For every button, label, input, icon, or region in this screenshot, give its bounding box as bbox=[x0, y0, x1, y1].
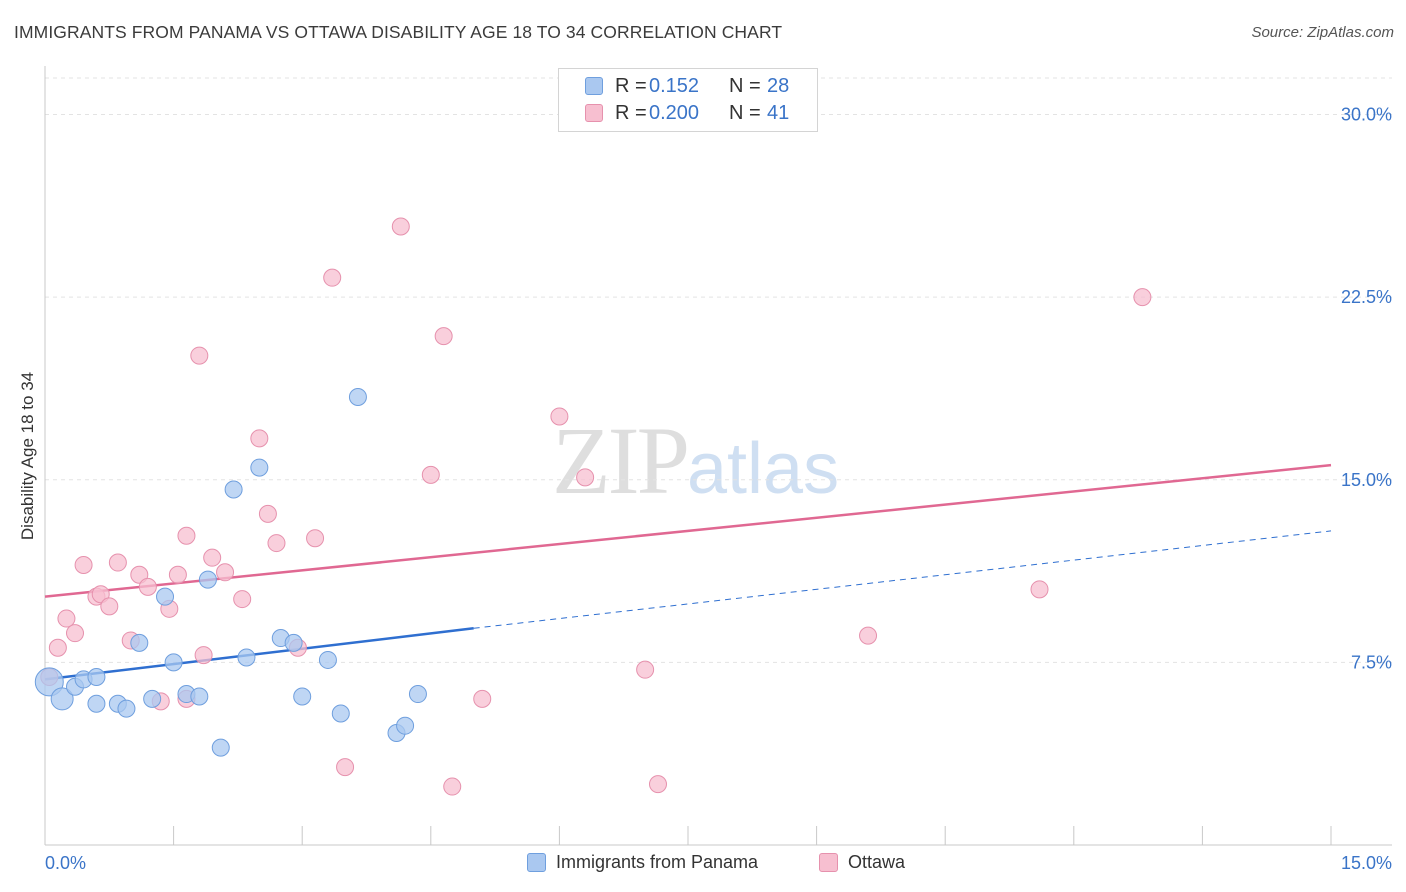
legend-label-ottawa: Ottawa bbox=[848, 852, 906, 872]
data-point-ottawa bbox=[421, 465, 440, 484]
data-point-ottawa bbox=[91, 585, 110, 604]
data-point-panama bbox=[408, 685, 427, 704]
data-point-panama bbox=[224, 480, 243, 499]
n-value: 41 bbox=[767, 101, 790, 124]
data-point-panama bbox=[211, 738, 230, 757]
data-point-panama bbox=[117, 699, 136, 718]
data-point-panama bbox=[50, 687, 74, 711]
data-point-ottawa bbox=[194, 646, 213, 665]
data-point-ottawa bbox=[138, 577, 157, 596]
legend-swatch-ottawa bbox=[585, 104, 603, 122]
chart-title: IMMIGRANTS FROM PANAMA VS OTTAWA DISABIL… bbox=[14, 22, 783, 42]
x-tick-label: 15.0% bbox=[1341, 853, 1392, 873]
source-label: Source: ZipAtlas.com bbox=[1251, 24, 1394, 41]
data-point-panama bbox=[284, 633, 303, 652]
data-point-ottawa bbox=[258, 504, 277, 523]
data-point-ottawa bbox=[1133, 288, 1152, 307]
x-tick-label: 0.0% bbox=[45, 853, 86, 873]
data-point-panama bbox=[143, 689, 162, 708]
y-axis-label: Disability Age 18 to 34 bbox=[18, 371, 37, 541]
data-point-panama bbox=[396, 716, 415, 735]
data-point-ottawa bbox=[434, 327, 453, 346]
data-point-panama bbox=[164, 653, 183, 672]
data-point-ottawa bbox=[323, 268, 342, 287]
data-point-ottawa bbox=[336, 758, 355, 777]
data-point-ottawa bbox=[859, 626, 878, 645]
y-tick-label: 22.5% bbox=[1341, 287, 1392, 307]
r-value: 0.152 bbox=[649, 74, 700, 97]
data-point-ottawa bbox=[190, 346, 209, 365]
data-point-ottawa bbox=[216, 563, 235, 582]
data-point-ottawa bbox=[168, 565, 187, 584]
data-point-panama bbox=[237, 648, 256, 667]
data-point-ottawa bbox=[648, 775, 667, 794]
r-label: R = bbox=[615, 101, 647, 124]
y-tick-label: 30.0% bbox=[1341, 105, 1392, 125]
n-label: N = bbox=[729, 101, 761, 124]
point-layer bbox=[34, 217, 1152, 796]
tick-label-layer: 7.5% 15.0% 22.5% 30.0% 0.0% 15.0% bbox=[45, 105, 1392, 873]
data-point-panama bbox=[293, 687, 312, 706]
data-point-panama bbox=[156, 587, 175, 606]
data-point-ottawa bbox=[250, 429, 269, 448]
legend-item-panama[interactable]: Immigrants from Panama bbox=[527, 852, 758, 873]
data-point-ottawa bbox=[74, 555, 93, 574]
n-value: 28 bbox=[767, 74, 790, 97]
trendline-panama-extension bbox=[473, 530, 1332, 629]
n-label: N = bbox=[729, 74, 761, 97]
data-point-ottawa bbox=[576, 468, 595, 487]
trendline-ottawa bbox=[44, 463, 1332, 598]
data-point-ottawa bbox=[636, 660, 655, 679]
data-point-ottawa bbox=[473, 689, 492, 708]
data-point-ottawa bbox=[267, 534, 286, 553]
data-point-ottawa bbox=[550, 407, 569, 426]
data-point-ottawa bbox=[203, 548, 222, 567]
y-tick-label: 15.0% bbox=[1341, 470, 1392, 490]
correlation-legend: R = 0.152 N = 28 R = 0.200 N = 41 bbox=[558, 68, 818, 132]
data-point-ottawa bbox=[443, 777, 462, 796]
legend-swatch-ottawa bbox=[819, 853, 838, 872]
data-point-panama bbox=[331, 704, 350, 723]
data-point-ottawa bbox=[66, 624, 85, 643]
y-tick-label: 7.5% bbox=[1351, 652, 1392, 672]
legend-label-panama: Immigrants from Panama bbox=[556, 852, 759, 872]
data-point-panama bbox=[348, 387, 367, 406]
data-point-panama bbox=[87, 694, 106, 713]
legend-row-ottawa: R = 0.200 N = 41 bbox=[585, 101, 789, 125]
data-point-ottawa bbox=[130, 565, 149, 584]
data-point-ottawa bbox=[1030, 580, 1049, 599]
trend-layer bbox=[44, 463, 1332, 681]
legend-swatch-panama bbox=[527, 853, 546, 872]
legend-row-panama: R = 0.152 N = 28 bbox=[585, 74, 789, 98]
data-point-ottawa bbox=[100, 597, 119, 616]
data-point-panama bbox=[130, 633, 149, 652]
data-point-ottawa bbox=[57, 609, 76, 628]
data-point-ottawa bbox=[108, 553, 127, 572]
data-point-panama bbox=[250, 458, 269, 477]
legend-swatch-panama bbox=[585, 77, 603, 95]
series-legend: Immigrants from Panama Ottawa bbox=[0, 852, 1406, 878]
r-value: 0.200 bbox=[649, 101, 700, 124]
data-point-panama bbox=[34, 667, 64, 697]
trendline-panama bbox=[44, 627, 474, 681]
data-point-ottawa bbox=[233, 590, 252, 609]
r-label: R = bbox=[615, 74, 647, 97]
data-point-panama bbox=[87, 667, 106, 686]
data-point-ottawa bbox=[306, 529, 325, 548]
data-point-panama bbox=[198, 570, 217, 589]
data-point-ottawa bbox=[391, 217, 410, 236]
axis-layer bbox=[44, 66, 1392, 846]
data-point-panama bbox=[190, 687, 209, 706]
legend-item-ottawa[interactable]: Ottawa bbox=[819, 852, 905, 873]
data-point-panama bbox=[318, 650, 337, 669]
data-point-ottawa bbox=[177, 526, 196, 545]
data-point-ottawa bbox=[48, 638, 67, 657]
